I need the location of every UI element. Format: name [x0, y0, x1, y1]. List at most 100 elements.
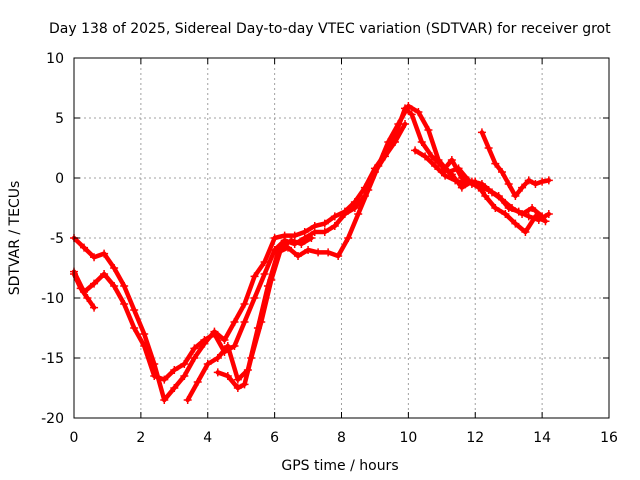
x-tick-label: 4: [203, 430, 212, 446]
data-point: [504, 204, 513, 212]
data-point: [320, 228, 329, 236]
data-point: [290, 231, 299, 240]
data-point: [260, 270, 269, 278]
data-point: [511, 219, 520, 228]
data-point: [401, 120, 410, 128]
data-point: [233, 384, 242, 392]
y-tick-label: 10: [46, 51, 64, 67]
data-point: [90, 253, 99, 262]
x-tick-label: 10: [399, 430, 417, 446]
data-point: [531, 180, 540, 188]
data-point: [407, 110, 416, 119]
data-point: [524, 212, 533, 221]
data-point: [498, 168, 506, 176]
data-point: [457, 174, 466, 182]
series-trace: [411, 146, 550, 236]
data-point: [427, 152, 436, 161]
data-series: [70, 102, 553, 404]
data-point: [384, 138, 393, 146]
data-point: [334, 252, 343, 260]
series-trace: [70, 104, 547, 404]
data-point: [354, 210, 363, 218]
series-trace: [183, 102, 553, 404]
x-tick-label: 6: [270, 430, 279, 446]
y-tick-label: 0: [55, 171, 64, 187]
data-point: [524, 176, 533, 185]
data-point: [190, 354, 199, 362]
data-point: [110, 282, 119, 290]
data-point: [223, 342, 232, 350]
data-point: [230, 318, 239, 326]
data-point: [240, 318, 249, 326]
data-point: [180, 372, 189, 380]
data-point: [484, 144, 493, 152]
data-point: [233, 375, 242, 384]
data-point: [531, 212, 540, 221]
x-tick-label: 16: [600, 430, 618, 446]
data-point: [230, 342, 239, 350]
x-tick-label: 8: [337, 430, 346, 446]
data-point: [491, 204, 500, 212]
series-line: [71, 271, 97, 310]
data-point: [411, 146, 420, 155]
data-point: [511, 192, 520, 200]
data-point: [100, 249, 109, 258]
data-point: [160, 375, 169, 384]
y-tick-label: -10: [41, 291, 64, 307]
data-point: [183, 396, 192, 404]
series-line: [71, 106, 545, 403]
data-point: [544, 210, 553, 218]
data-point: [130, 306, 139, 314]
data-point: [140, 342, 149, 350]
data-point: [240, 380, 249, 389]
data-point: [297, 240, 306, 248]
data-point: [83, 294, 92, 302]
series-line: [71, 121, 408, 382]
y-tick-label: -15: [41, 351, 64, 367]
x-tick-label: 2: [136, 430, 145, 446]
data-point: [467, 180, 476, 188]
data-point: [434, 156, 443, 164]
data-point: [150, 372, 159, 380]
data-point: [314, 248, 323, 257]
data-point: [344, 234, 353, 242]
data-point: [240, 300, 249, 308]
data-point: [170, 366, 179, 374]
data-point: [90, 303, 99, 312]
axis-ticks: 0 2 4 6 8 10 12 14 16 -20 -15 -10 -5 0 5 10: [41, 51, 618, 446]
data-point: [391, 138, 399, 146]
data-point: [220, 336, 229, 344]
data-point: [431, 162, 440, 170]
data-point: [330, 212, 339, 221]
data-point: [447, 156, 456, 164]
data-point: [364, 186, 373, 194]
data-point: [277, 243, 286, 252]
data-point: [310, 228, 319, 236]
data-point: [120, 282, 129, 290]
data-point: [421, 152, 430, 161]
data-point: [491, 159, 500, 168]
data-point: [200, 336, 209, 344]
x-axis-label: GPS time / hours: [281, 458, 398, 474]
data-point: [538, 177, 547, 186]
data-point: [307, 234, 316, 242]
data-point: [250, 294, 259, 302]
data-point: [437, 168, 446, 176]
data-point: [213, 354, 222, 362]
x-tick-label: 0: [70, 430, 79, 446]
data-point: [210, 330, 219, 338]
data-point: [477, 128, 486, 137]
data-point: [451, 176, 460, 185]
data-point: [424, 126, 433, 134]
data-point: [270, 234, 279, 242]
series-trace: [437, 156, 486, 192]
data-point: [514, 207, 523, 216]
data-point: [484, 186, 493, 194]
data-point: [110, 264, 119, 272]
data-point: [330, 222, 339, 230]
data-point: [190, 344, 199, 353]
data-point: [477, 183, 486, 192]
data-point: [481, 192, 490, 200]
data-point: [203, 360, 212, 368]
